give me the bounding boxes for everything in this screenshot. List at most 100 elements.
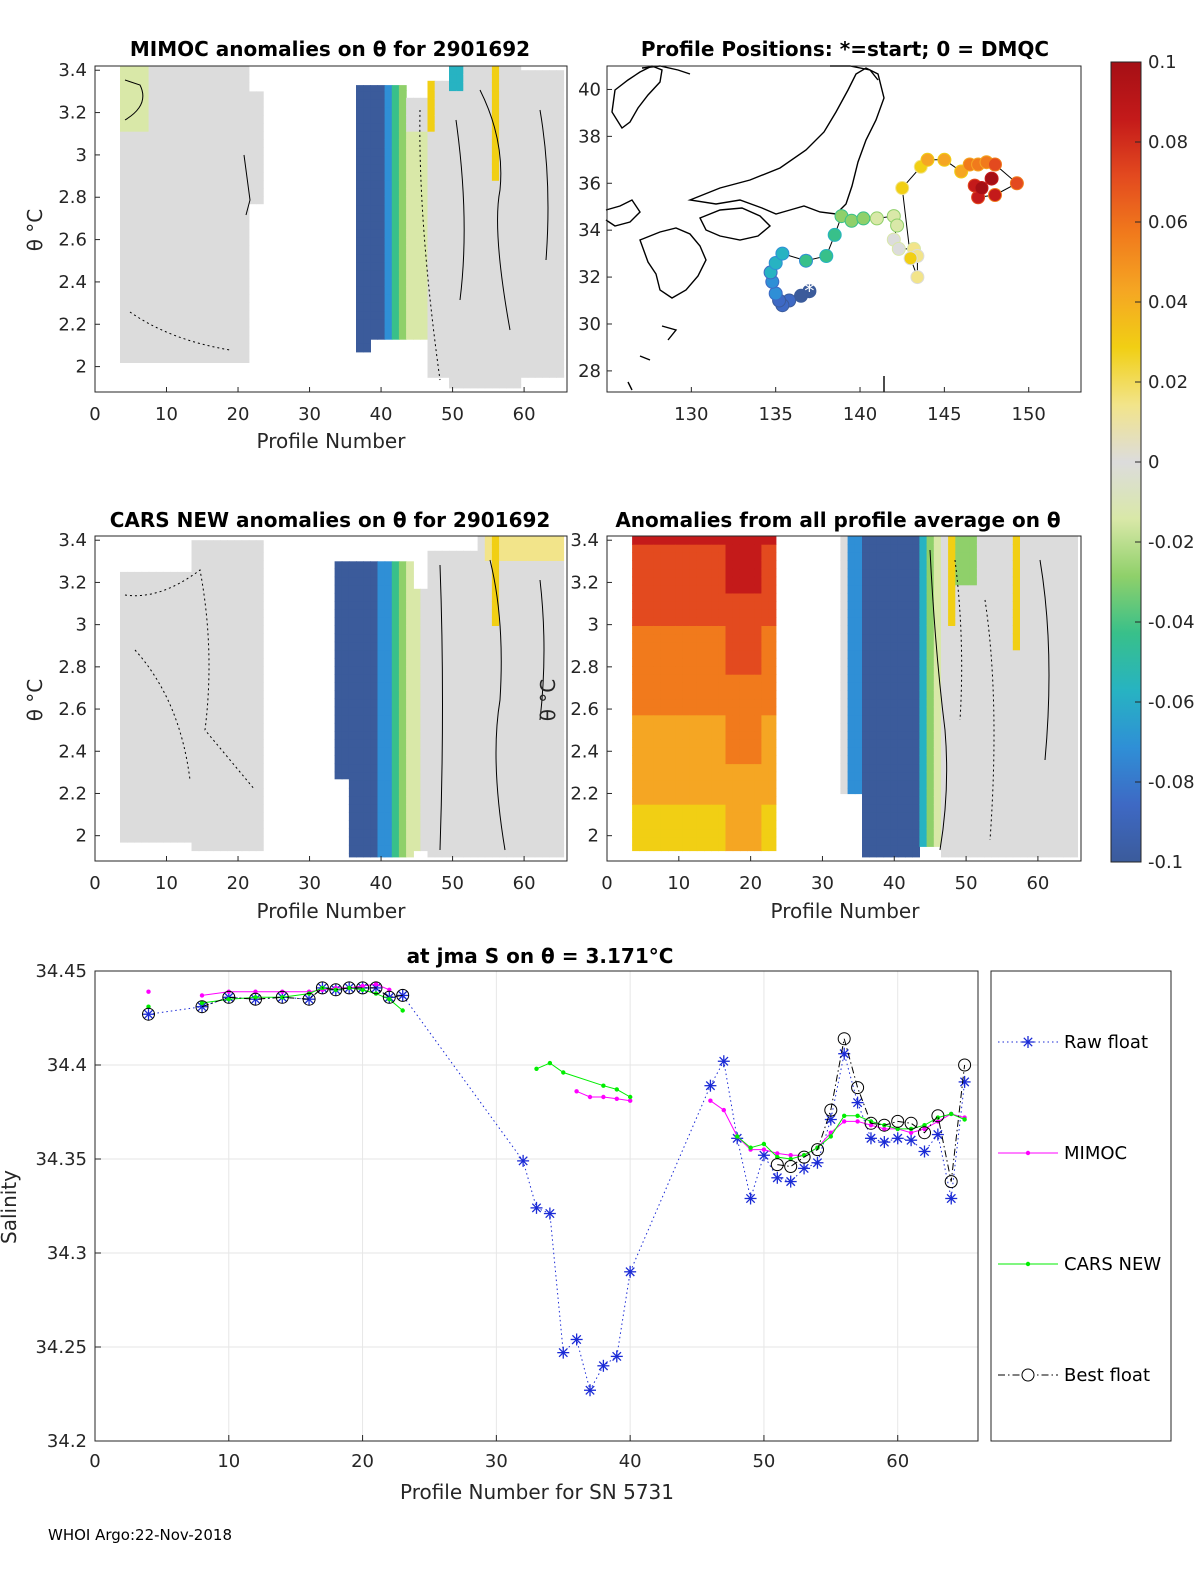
anomaly-cell — [363, 625, 371, 635]
anomaly-cell — [377, 147, 386, 157]
anomaly-cell — [876, 690, 885, 700]
anomaly-cell — [639, 682, 648, 691]
anomaly-cell — [234, 286, 243, 295]
anomaly-cell — [234, 261, 243, 271]
anomaly-cell — [241, 787, 250, 797]
anomaly-cell — [477, 674, 486, 683]
anomaly-cell — [205, 261, 214, 271]
anomaly-cell — [869, 763, 877, 773]
anomaly-cell — [542, 787, 550, 797]
anomaly-cell — [668, 714, 676, 724]
anomaly-cell — [363, 180, 371, 189]
anomaly-cell — [213, 706, 221, 716]
anomaly-cell — [234, 731, 243, 740]
profile-position-marker — [856, 211, 871, 226]
anomaly-cell — [534, 212, 543, 222]
anomaly-cell — [141, 836, 150, 843]
anomaly-cell — [477, 609, 486, 618]
anomaly-cell — [220, 212, 228, 222]
anomaly-cell — [205, 196, 214, 206]
anomaly-cell — [668, 592, 676, 602]
anomaly-cell — [632, 584, 640, 594]
anomaly-cell — [391, 180, 400, 189]
anomaly-cell — [768, 722, 777, 732]
anomaly-cell — [170, 220, 178, 230]
anomaly-cell — [220, 318, 228, 328]
anomaly-cell — [413, 269, 421, 279]
anomaly-cell — [456, 237, 464, 246]
anomaly-cell — [847, 722, 856, 732]
anomaly-cell — [198, 294, 207, 303]
anomaly-cell — [754, 771, 762, 781]
anomaly-cell — [484, 820, 493, 830]
anomaly-cell — [675, 625, 683, 635]
anomaly-cell — [205, 698, 214, 708]
anomaly-cell — [854, 706, 863, 716]
anomaly-cell — [747, 763, 755, 773]
anomaly-cell — [141, 196, 150, 206]
anomaly-cell — [711, 617, 719, 626]
anomaly-cell — [491, 188, 500, 197]
anomaly-cell — [506, 584, 514, 594]
anomaly-cell — [363, 698, 371, 708]
anomaly-cell — [456, 74, 464, 83]
anomaly-cell — [520, 706, 529, 716]
anomaly-cell — [534, 90, 543, 100]
anomaly-cell — [434, 731, 443, 740]
anomaly-cell — [205, 335, 214, 344]
anomaly-cell — [391, 601, 400, 610]
anomaly-cell — [506, 245, 514, 255]
anomaly-cell — [506, 731, 514, 740]
anomaly-cell — [506, 343, 514, 352]
anomaly-cell — [534, 609, 543, 618]
y-tick-label: 2.2 — [58, 783, 87, 804]
anomaly-cell — [441, 80, 450, 83]
anomaly-cell — [427, 277, 436, 287]
anomaly-cell — [660, 609, 669, 618]
anomaly-cell — [370, 690, 379, 700]
anomaly-cell — [341, 601, 350, 610]
anomaly-cell — [905, 836, 913, 846]
anomaly-cell — [732, 698, 741, 708]
anomaly-cell — [549, 787, 557, 797]
anomaly-cell — [413, 617, 421, 626]
anomaly-cell — [556, 82, 565, 92]
anomaly-cell — [127, 617, 135, 626]
anomaly-cell — [761, 820, 770, 830]
p2-profile-track: * — [763, 152, 1024, 313]
anomaly-cell — [660, 617, 669, 626]
anomaly-cell — [484, 641, 493, 651]
anomaly-cell — [427, 98, 436, 108]
anomaly-cell — [227, 294, 236, 303]
anomaly-cell — [639, 544, 648, 553]
anomaly-cell — [241, 114, 250, 124]
anomaly-cell — [897, 722, 906, 732]
anomaly-cell — [449, 812, 457, 821]
anomaly-cell — [854, 609, 863, 618]
anomaly-cell — [653, 763, 662, 773]
anomaly-cell — [477, 536, 486, 545]
anomaly-cell — [739, 836, 748, 846]
anomaly-cell — [120, 114, 128, 124]
anomaly-cell — [341, 674, 350, 683]
anomaly-cell — [234, 302, 243, 312]
anomaly-cell — [869, 812, 877, 821]
anomaly-cell — [718, 536, 727, 545]
anomaly-cell — [177, 229, 185, 238]
anomaly-cell — [463, 641, 472, 651]
anomaly-cell — [427, 796, 436, 805]
anomaly-cell — [491, 836, 500, 846]
anomaly-cell — [213, 584, 221, 594]
anomaly-cell — [862, 560, 870, 570]
anomaly-cell — [134, 74, 143, 83]
anomaly-cell — [847, 666, 856, 675]
anomaly-cell — [127, 828, 135, 838]
anomaly-cell — [534, 625, 543, 635]
anomaly-cell — [449, 747, 457, 756]
anomaly-cell — [420, 755, 429, 765]
anomaly-cell — [718, 779, 727, 789]
anomaly-cell — [704, 544, 712, 553]
anomaly-cell — [639, 560, 648, 570]
anomaly-cell — [205, 237, 214, 246]
anomaly-cell — [420, 617, 429, 626]
